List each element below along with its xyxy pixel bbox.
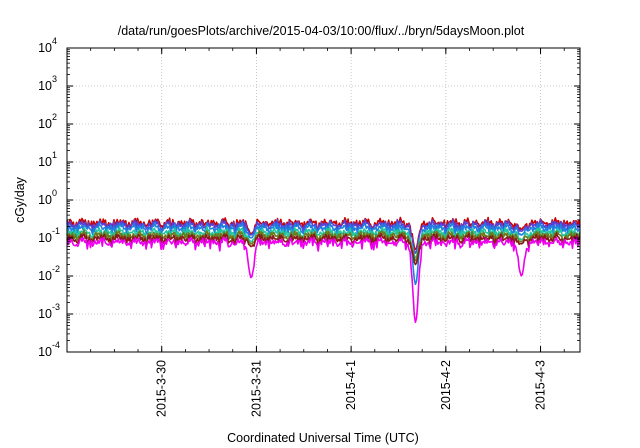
series-line	[66, 236, 580, 324]
y-tick-label-base: 10	[38, 231, 52, 245]
y-tick-label: 10	[38, 117, 52, 131]
y-tick-label-exponent: 0	[52, 188, 57, 198]
y-tick-label-exponent: 4	[52, 36, 57, 46]
x-tick-label: 2015-3-31	[249, 360, 263, 417]
y-tick-label-base: 10	[38, 41, 52, 55]
y-tick-label: 10	[38, 41, 52, 55]
plot-frame	[66, 47, 581, 353]
y-tick-label: 10	[38, 307, 52, 321]
data-series	[66, 216, 581, 324]
y-tick-label: 10	[38, 155, 52, 169]
grid	[67, 48, 580, 352]
y-tick-label: 10	[38, 345, 52, 359]
x-tick-label: 2015-4-1	[344, 360, 358, 410]
y-tick-label-base: 10	[38, 193, 52, 207]
y-axis-label: cGy/day	[13, 176, 27, 223]
y-tick-label: 10	[38, 79, 52, 93]
y-tick-label-base: 10	[38, 269, 52, 283]
y-tick-label-exponent: 1	[52, 150, 57, 160]
x-tick-label: 2015-4-3	[534, 360, 548, 410]
y-tick-label-base: 10	[38, 155, 52, 169]
y-tick-label-exponent: 3	[52, 74, 57, 84]
y-tick-label-exponent: 2	[52, 112, 57, 122]
y-tick-label-exponent: -1	[52, 226, 60, 236]
y-tick-label-base: 10	[38, 79, 52, 93]
y-tick-label-exponent: -3	[52, 302, 60, 312]
y-tick-label-base: 10	[38, 117, 52, 131]
y-tick-label: 10	[38, 269, 52, 283]
y-tick-label: 10	[38, 193, 52, 207]
x-tick-label: 2015-4-2	[439, 360, 453, 410]
y-tick-label: 10	[38, 231, 52, 245]
chart-title: /data/run/goesPlots/archive/2015-04-03/1…	[118, 24, 525, 38]
y-tick-label-exponent: -4	[52, 340, 60, 350]
y-tick-label-exponent: -2	[52, 264, 60, 274]
y-tick-label-base: 10	[38, 307, 52, 321]
x-axis-label: Coordinated Universal Time (UTC)	[227, 431, 419, 445]
x-tick-label: 2015-3-30	[155, 360, 169, 417]
y-tick-label-base: 10	[38, 345, 52, 359]
